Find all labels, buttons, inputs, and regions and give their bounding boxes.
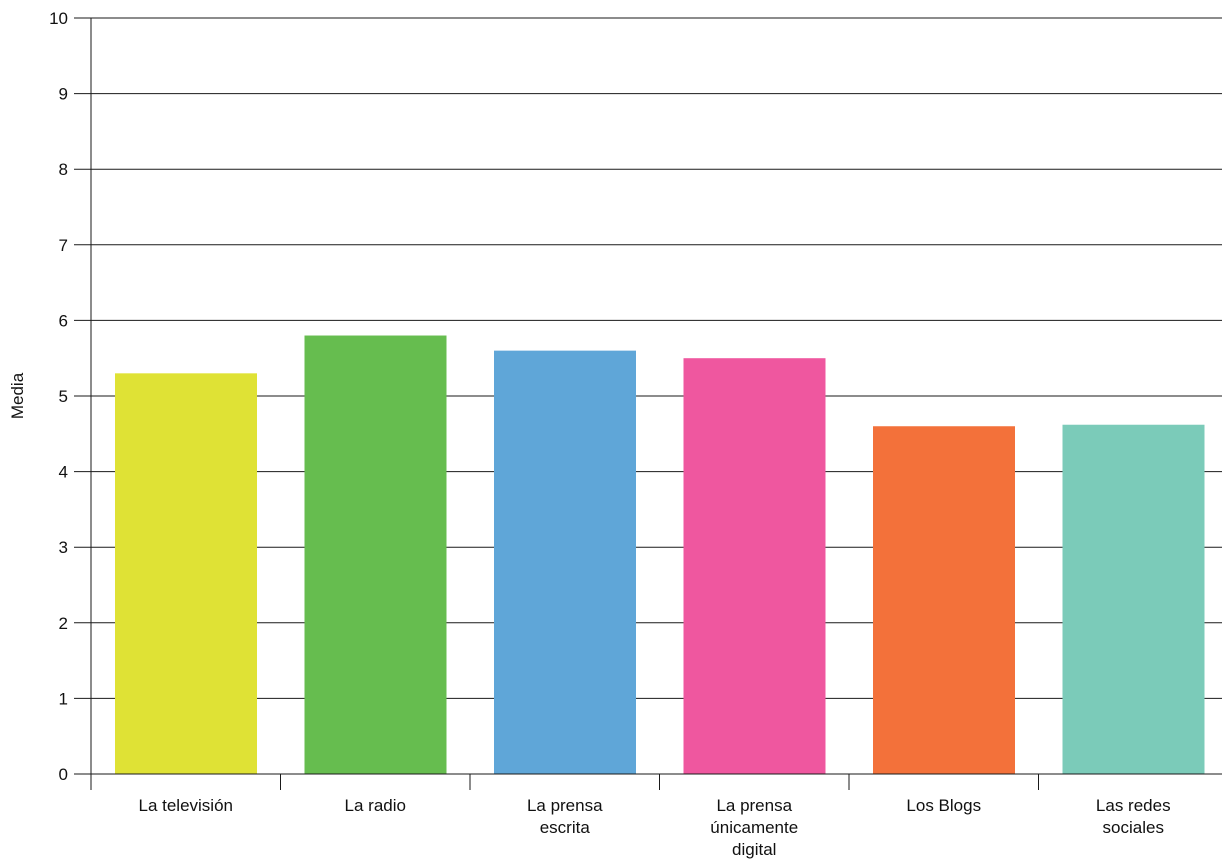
bar-4: [873, 426, 1015, 774]
x-tick-label-5: Las redes sociales: [1096, 796, 1171, 837]
y-tick-label-9: 9: [59, 85, 68, 104]
y-tick-label-3: 3: [59, 538, 68, 557]
x-tick-label-line: escrita: [540, 818, 591, 837]
y-tick-label-5: 5: [59, 387, 68, 406]
y-axis-title: Media: [8, 372, 27, 419]
x-tick-label-line: digital: [732, 840, 776, 859]
y-tick-label-0: 0: [59, 765, 68, 784]
x-tick-label-line: La prensa: [527, 796, 603, 815]
x-tick-label-line: Los Blogs: [906, 796, 981, 815]
y-tick-label-4: 4: [59, 463, 68, 482]
bar-2: [494, 350, 636, 774]
y-tick-label-2: 2: [59, 614, 68, 633]
x-tick-label-0: La televisión: [138, 796, 233, 815]
x-tick-label-line: La televisión: [138, 796, 233, 815]
y-tick-label-7: 7: [59, 236, 68, 255]
x-tick-label-4: Los Blogs: [906, 796, 981, 815]
bar-0: [115, 373, 257, 774]
y-tick-label-1: 1: [59, 689, 68, 708]
y-tick-label-8: 8: [59, 160, 68, 179]
x-tick-label-3: La prensa únicamente digital: [710, 796, 798, 859]
axes: [74, 17, 1222, 790]
tick-labels: 0 1 2 3 4 5 6 7 8 9 10 La televisión La radio La pren…: [49, 9, 1171, 859]
gridlines: [91, 17, 1222, 699]
y-tick-label-6: 6: [59, 311, 68, 330]
bar-3: [683, 358, 826, 774]
x-tick-label-1: La radio: [345, 796, 406, 815]
x-tick-label-line: Las redes: [1096, 796, 1171, 815]
x-tick-label-line: La prensa: [716, 796, 792, 815]
x-tick-label-2: La prensa escrita: [527, 796, 603, 837]
x-tick-label-line: La radio: [345, 796, 406, 815]
x-tick-label-line: únicamente: [710, 818, 798, 837]
bars: [115, 335, 1205, 774]
bar-5: [1062, 424, 1205, 774]
bar-1: [304, 335, 447, 774]
x-tick-label-line: sociales: [1103, 818, 1164, 837]
y-tick-label-10: 10: [49, 9, 68, 28]
